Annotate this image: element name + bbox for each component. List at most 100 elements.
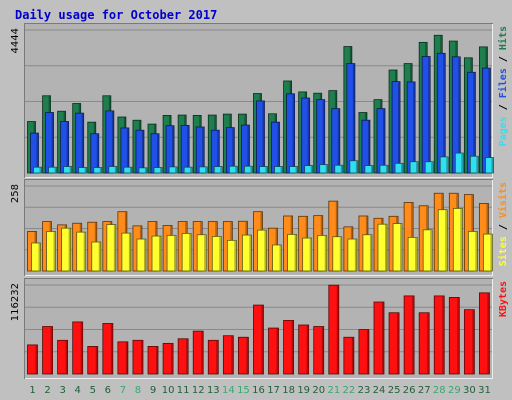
bar-sites-day-12: [196, 234, 207, 272]
bar-shade: [175, 167, 177, 173]
bar-shade: [416, 162, 418, 173]
bar-shade: [473, 72, 475, 173]
bar-shade: [68, 228, 71, 271]
x-label-day-23: 23: [358, 385, 371, 396]
x-label-day-22: 22: [343, 385, 356, 396]
bar-pages-day-9: [153, 167, 163, 174]
bar-pages-day-6: [108, 166, 118, 174]
bar-shade: [458, 57, 460, 173]
bar-shade: [231, 336, 233, 374]
bar-pages-day-23: [364, 165, 374, 174]
bar-kbytes-day-31: [479, 292, 490, 375]
bar-pages-day-18: [289, 166, 298, 174]
legend-item: Visits: [497, 182, 509, 218]
bar-shade: [96, 134, 99, 173]
bar-shade: [156, 346, 158, 374]
bar-kbytes-day-20: [313, 326, 325, 375]
bar-shade: [385, 165, 388, 173]
bar-shade: [355, 161, 358, 173]
bar-kbytes-day-10: [162, 342, 174, 375]
bar-sites-day-23: [362, 234, 373, 272]
bar-kbytes-day-28: [433, 295, 445, 375]
bar-shade: [172, 126, 174, 173]
bar-shade: [292, 94, 295, 173]
x-label-day-25: 25: [388, 385, 401, 396]
bar-sites-day-8: [136, 238, 147, 272]
bar-shade: [232, 128, 234, 173]
bar-kbytes-day-6: [102, 323, 114, 375]
legend-separator: /: [498, 98, 509, 116]
x-label-day-17: 17: [267, 385, 280, 396]
bar-shade: [247, 125, 250, 173]
bar-pages-day-10: [168, 166, 178, 174]
bar-pages-day-22: [349, 160, 359, 174]
bar-shade: [111, 111, 114, 173]
bar-kbytes-day-5: [87, 346, 99, 375]
x-label-day-19: 19: [297, 385, 310, 396]
bar-pages-day-11: [183, 166, 193, 174]
x-label-day-21: 21: [327, 385, 340, 396]
bar-shade: [95, 346, 98, 374]
bar-shade: [340, 165, 343, 173]
bar-sites-day-1: [31, 242, 41, 272]
bar-shade: [81, 113, 84, 173]
bar-pages-day-1: [33, 166, 42, 174]
bar-kbytes-day-30: [463, 309, 475, 375]
bar-shade: [337, 109, 340, 173]
bar-sites-day-21: [332, 236, 343, 272]
bar-shade: [38, 243, 41, 271]
bar-pages-day-7: [123, 166, 133, 174]
bar-shade: [84, 168, 87, 173]
x-label-day-9: 9: [150, 385, 156, 396]
bar-shade: [234, 240, 236, 271]
bar-shade: [65, 340, 68, 374]
bar-sites-day-4: [76, 231, 87, 272]
bar-shade: [83, 232, 86, 271]
bar-shade: [461, 153, 463, 173]
bar-pages-day-27: [424, 161, 434, 174]
x-label-day-4: 4: [75, 385, 81, 396]
bar-pages-day-19: [304, 165, 314, 174]
bar-kbytes-day-1: [27, 344, 38, 375]
bar-sites-day-18: [287, 234, 297, 272]
bar-shade: [295, 167, 298, 173]
bar-sites-day-27: [422, 229, 433, 272]
bar-sites-day-10: [166, 235, 177, 272]
x-label-day-11: 11: [177, 385, 190, 396]
bar-shade: [488, 68, 491, 173]
bar-sites-day-26: [407, 236, 418, 272]
bar-sites-day-2: [46, 231, 56, 272]
bar-pages-day-29: [454, 152, 464, 174]
bar-sites-day-17: [272, 244, 282, 272]
bar-shade: [189, 233, 191, 271]
bar-shade: [401, 163, 403, 173]
bar-shade: [190, 167, 192, 173]
bar-shade: [335, 201, 338, 271]
bar-shade: [174, 235, 176, 271]
bar-shade: [370, 166, 373, 173]
bar-shade: [397, 313, 399, 374]
panel-pages-files-hits: 4444 Pages / Files / Hits: [10, 23, 509, 178]
x-label-day-12: 12: [192, 385, 205, 396]
bar-shade: [336, 285, 339, 374]
bar-shade: [457, 297, 459, 374]
bar-shade: [310, 166, 313, 173]
legend-pages-files-hits: Pages / Files / Hits: [497, 26, 509, 146]
bar-shade: [339, 237, 342, 271]
legend-item: Files: [497, 68, 509, 98]
bar-kbytes-day-13: [207, 339, 219, 375]
x-label-day-10: 10: [162, 385, 175, 396]
bar-shade: [476, 156, 478, 173]
bar-pages-day-13: [213, 166, 223, 174]
bar-shade: [277, 122, 280, 173]
bar-shade: [384, 224, 387, 271]
bar-shade: [202, 127, 204, 173]
bar-shade: [250, 166, 253, 173]
bar-pages-day-20: [319, 164, 329, 174]
bar-shade: [204, 235, 206, 271]
bar-shade: [187, 125, 189, 173]
bar-shade: [110, 323, 113, 374]
bar-sites-day-3: [61, 227, 72, 272]
bar-kbytes-day-4: [72, 321, 84, 375]
x-label-day-1: 1: [29, 385, 35, 396]
